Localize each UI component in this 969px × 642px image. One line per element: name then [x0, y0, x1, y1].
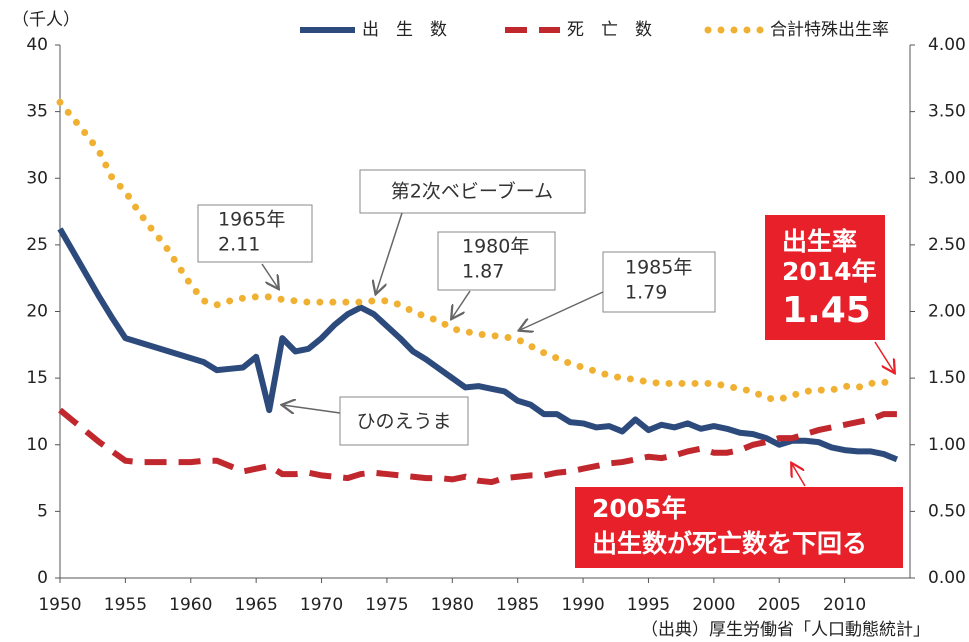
- x-tick-label: 1980: [431, 595, 474, 615]
- y2-tick-label: 2.00: [928, 302, 966, 322]
- x-tick-label: 2000: [692, 595, 735, 615]
- y2-tick-label: 4.00: [928, 35, 966, 55]
- y-tick-label: 35: [26, 102, 48, 122]
- x-tick-label: 1990: [561, 595, 604, 615]
- y-tick-label: 0: [37, 568, 48, 588]
- y-tick-label: 5: [37, 501, 48, 521]
- y-tick-label: 25: [26, 235, 48, 255]
- x-tick-label: 1960: [169, 595, 212, 615]
- y2-tick-label: 1.50: [928, 368, 966, 388]
- arrow: [283, 405, 341, 413]
- x-tick-label: 1950: [38, 595, 81, 615]
- y-axis-label: （千人）: [12, 10, 80, 30]
- annotation-text: 1.87: [462, 261, 504, 283]
- plot: 0 5 10 15 20 25 30 35 40 0.00 0.50 1.00 1.50 2.00 2.50…: [26, 35, 966, 615]
- annotation-text: 出生数が死亡数を下回る: [592, 529, 867, 558]
- annotation-box: [575, 487, 903, 568]
- y2-tick-label: 3.50: [928, 102, 966, 122]
- y-tick-label: 15: [26, 368, 48, 388]
- annotation-text: 2.11: [218, 234, 260, 256]
- annotation-text: 2005年: [592, 494, 687, 523]
- annotation-box: [359, 169, 586, 214]
- y-tick-label: 20: [26, 302, 48, 322]
- y-tick-label: 30: [26, 168, 48, 188]
- legend-label: 死 亡 数: [567, 20, 652, 40]
- annotation-box: [437, 231, 556, 291]
- x-tick-label: 2005: [758, 595, 801, 615]
- annotation-text: 第2次ベビーブーム: [391, 180, 553, 203]
- annotations: 1965年 2.11 第2次ベビーブーム 1980年 1.87 1985年 1.…: [197, 169, 903, 568]
- x-tick-label: 1985: [496, 595, 539, 615]
- annotation-text: 1985年: [625, 257, 692, 279]
- annotation-text: 1965年: [218, 209, 285, 231]
- annotation-text: 1980年: [462, 236, 529, 258]
- arrow: [792, 464, 806, 487]
- y-tick-label: 40: [26, 35, 48, 55]
- source: （出典）厚生労働省「人口動態統計」: [641, 620, 930, 640]
- arrow: [520, 291, 604, 330]
- y2-tick-label: 1.00: [928, 435, 966, 455]
- arrow: [376, 212, 403, 293]
- series-line: [56, 98, 901, 403]
- legend-label: 出 生 数: [362, 20, 447, 40]
- annotation-box: [197, 204, 313, 263]
- y2-tick-label: 0.00: [928, 568, 966, 588]
- annotation-box: [339, 396, 469, 446]
- y2-tick-label: 2.50: [928, 235, 966, 255]
- annotation-text: 1.79: [625, 282, 667, 304]
- annotation-text: 出生率: [782, 227, 857, 256]
- annotation-box: [602, 251, 716, 313]
- annotation-text: 2014年: [782, 257, 877, 286]
- arrow: [261, 263, 278, 288]
- annotation-box: [765, 215, 885, 340]
- y2-tick-label: 3.00: [928, 168, 966, 188]
- annotation-text: 1.45: [782, 290, 871, 331]
- x-tick-label: 1995: [627, 595, 670, 615]
- x-tick-label: 2010: [823, 595, 866, 615]
- x-tick-label: 1955: [104, 595, 147, 615]
- arrow: [452, 290, 471, 318]
- annotation-text: ひのえうま: [356, 411, 451, 433]
- series-line: [57, 227, 899, 463]
- x-tick-label: 1970: [300, 595, 343, 615]
- y2-tick-label: 0.50: [928, 501, 966, 521]
- series-line: [58, 407, 897, 486]
- legend-label: 合計特殊出生率: [770, 20, 889, 40]
- arrow: [874, 341, 894, 372]
- x-tick-label: 1975: [365, 595, 408, 615]
- x-tick-label: 1965: [235, 595, 278, 615]
- y-tick-label: 10: [26, 435, 48, 455]
